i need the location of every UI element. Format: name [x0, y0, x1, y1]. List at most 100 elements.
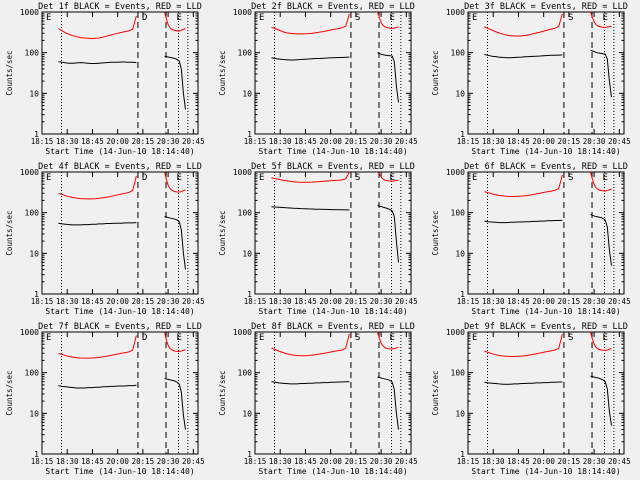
period-marker: S [568, 333, 573, 343]
y-tick-label: 10 [242, 409, 252, 418]
lld-series-line [377, 171, 399, 182]
lld-series-line [271, 171, 350, 183]
lld-series-line [377, 11, 399, 29]
lld-series-line [484, 334, 563, 357]
x-tick-label: 18:45 [294, 297, 317, 306]
plot-frame [254, 171, 412, 295]
events-series-line [377, 376, 399, 430]
detector-panel: Det 7f BLACK = Events, RED = LLD E D E 1 10 10… [0, 320, 213, 480]
y-tick-label: 1 [34, 450, 39, 459]
y-tick-label: 1000 [233, 328, 252, 337]
x-tick-label: 18:30 [482, 137, 505, 146]
lld-series-line [377, 331, 399, 350]
x-tick-label: 20:15 [558, 457, 581, 466]
y-tick-label: 1 [34, 290, 39, 299]
x-tick-label: 20:15 [345, 297, 368, 306]
x-tick-label: 18:30 [269, 457, 292, 466]
x-tick-label: 20:15 [132, 297, 155, 306]
period-marker: E [390, 333, 395, 343]
x-tick-label: 20:45 [182, 137, 205, 146]
x-tick-label: 18:15 [244, 457, 267, 466]
x-axis-label: Start Time (14-Jun-10 18:14:40) [471, 467, 620, 476]
lld-series-line [58, 15, 137, 40]
x-tick-label: 20:30 [157, 457, 180, 466]
x-tick-label: 20:00 [319, 297, 342, 306]
x-tick-label: 20:30 [157, 297, 180, 306]
y-tick-label: 10 [455, 409, 465, 418]
x-tick-label: 18:30 [482, 457, 505, 466]
x-axis-label: Start Time (14-Jun-10 18:14:40) [471, 307, 620, 316]
chart-title: Det 7f BLACK = Events, RED = LLD [38, 322, 202, 332]
x-tick-label: 18:30 [56, 457, 79, 466]
lld-series-line [271, 13, 350, 35]
y-tick-label: 1000 [20, 328, 39, 337]
chart-title: Det 9f BLACK = Events, RED = LLD [464, 322, 628, 332]
x-tick-label: 20:45 [608, 457, 631, 466]
period-marker: E [259, 173, 264, 183]
period-marker: E [259, 13, 264, 23]
x-tick-label: 18:30 [482, 297, 505, 306]
chart-title: Det 4f BLACK = Events, RED = LLD [38, 162, 202, 172]
x-tick-label: 18:15 [31, 137, 54, 146]
x-axis-label: Start Time (14-Jun-10 18:14:40) [45, 147, 194, 156]
period-marker: E [177, 333, 182, 343]
chart-title: Det 6f BLACK = Events, RED = LLD [464, 162, 628, 172]
x-axis-label: Start Time (14-Jun-10 18:14:40) [45, 467, 194, 476]
lld-series-line [271, 333, 350, 357]
events-series-line [377, 205, 399, 263]
y-tick-label: 1000 [233, 8, 252, 17]
events-series-line [58, 222, 137, 226]
lld-series-line [164, 171, 186, 193]
period-marker: E [472, 173, 477, 183]
y-tick-label: 1 [460, 130, 465, 139]
period-marker: D [142, 173, 147, 183]
detector-panel: Det 2f BLACK = Events, RED = LLD E S E 1 10 10… [213, 0, 426, 160]
y-tick-label: 1000 [446, 328, 465, 337]
period-marker: E [390, 173, 395, 183]
period-marker: S [355, 333, 360, 343]
events-series-line [164, 378, 186, 430]
x-tick-label: 18:45 [81, 297, 104, 306]
period-marker: D [142, 13, 147, 23]
x-tick-label: 20:30 [583, 297, 606, 306]
x-tick-label: 18:30 [56, 137, 79, 146]
x-axis-label: Start Time (14-Jun-10 18:14:40) [471, 147, 620, 156]
x-tick-label: 18:15 [31, 297, 54, 306]
chart-title: Det 3f BLACK = Events, RED = LLD [464, 2, 628, 12]
x-tick-label: 20:15 [345, 457, 368, 466]
y-axis-label: Counts/sec [431, 370, 440, 415]
x-axis-label: Start Time (14-Jun-10 18:14:40) [258, 307, 407, 316]
lld-series-line [58, 175, 137, 200]
x-tick-label: 20:45 [395, 137, 418, 146]
y-axis-label: Counts/sec [5, 370, 14, 415]
x-tick-label: 20:00 [319, 137, 342, 146]
x-tick-label: 18:45 [507, 137, 530, 146]
plot-frame [254, 331, 412, 455]
x-tick-label: 20:00 [532, 137, 555, 146]
y-tick-label: 1000 [233, 168, 252, 177]
y-axis-label: Counts/sec [431, 50, 440, 95]
x-tick-label: 20:00 [532, 457, 555, 466]
period-marker: E [472, 333, 477, 343]
y-tick-label: 100 [25, 369, 40, 378]
detector-panel: Det 6f BLACK = Events, RED = LLD E S E 1 10 10… [426, 160, 639, 320]
y-tick-label: 1000 [446, 168, 465, 177]
y-tick-label: 10 [242, 249, 252, 258]
lld-series-line [484, 13, 563, 37]
y-tick-label: 1000 [20, 168, 39, 177]
x-tick-label: 20:00 [106, 137, 129, 146]
x-tick-label: 20:00 [106, 297, 129, 306]
events-series-line [377, 52, 399, 103]
x-tick-label: 18:15 [457, 297, 480, 306]
events-series-line [58, 61, 137, 64]
y-tick-label: 1 [460, 450, 465, 459]
events-series-line [271, 206, 350, 211]
x-tick-label: 18:15 [244, 137, 267, 146]
lld-series-line [590, 171, 612, 192]
plot-frame [41, 171, 199, 295]
x-tick-label: 18:15 [457, 137, 480, 146]
